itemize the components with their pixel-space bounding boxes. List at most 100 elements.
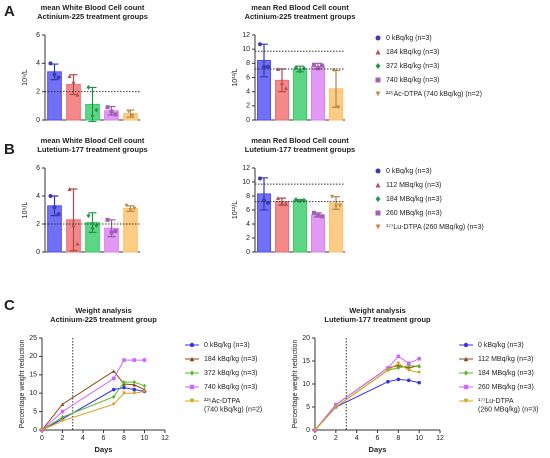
y-axis-label: Percentage weight reduction (292, 340, 299, 429)
data-point (113, 112, 118, 117)
data-point (142, 383, 147, 388)
data-point (312, 62, 316, 67)
x-tick-label: 10 (141, 435, 149, 442)
y-tick-label: 4 (246, 221, 250, 228)
panel-label: A (4, 3, 15, 20)
data-point (113, 229, 118, 233)
data-point (258, 176, 262, 181)
data-point (126, 109, 131, 114)
chart-title: Weight analysis Actinium-225 treatment gr… (50, 306, 157, 324)
y-axis-label: 10¹²/L (232, 68, 239, 86)
legend-marker (375, 210, 381, 216)
data-point (130, 113, 135, 118)
legend-marker (463, 370, 469, 376)
data-point (320, 63, 324, 68)
y-axis-label: 10⁹/L (22, 202, 29, 219)
data-point (298, 198, 302, 204)
series-line (41, 390, 145, 431)
data-point (330, 194, 334, 199)
y-tick-label: 8 (246, 193, 250, 200)
bar (293, 68, 307, 121)
x-axis-label: Days (369, 445, 387, 454)
chart-title: mean Red Blood Cell count Actinium-225 tr… (245, 3, 356, 21)
data-point (406, 361, 411, 366)
data-point (75, 92, 80, 97)
y-tick-label: 8 (246, 60, 250, 67)
legend-label: 0 kBq/kg (n=3) (386, 35, 432, 42)
y-axis-label: 10¹²/L (232, 201, 239, 219)
data-point (334, 204, 338, 209)
error-bar (69, 188, 78, 252)
y-tick-label: 10 (242, 46, 250, 53)
legend-label: 260 MBq/kg (n=3) (386, 210, 442, 217)
data-point (52, 205, 57, 210)
legend-label: 184 MBq/kg (n=3) (386, 196, 442, 203)
legend-marker (375, 49, 381, 55)
legend-marker (375, 91, 381, 97)
data-point (111, 376, 116, 381)
legend-label: 112 MBq/kg (n=3) (478, 356, 533, 363)
legend-marker (189, 384, 195, 390)
data-point (48, 194, 53, 198)
legend-marker (189, 398, 195, 404)
y-tick-label: 0 (246, 249, 250, 256)
legend-marker (375, 77, 381, 83)
legend-label: ¹⁷⁷Lu-DTPA (260 MBq/kg) (n=3) (386, 224, 484, 231)
legend-label: 740 kBq/kg (n=3) (204, 384, 258, 391)
data-point (396, 377, 401, 382)
x-tick-label: 8 (122, 435, 126, 442)
data-point (334, 405, 338, 409)
data-point (132, 382, 137, 387)
data-point (276, 196, 280, 201)
data-point (132, 391, 137, 395)
data-point (298, 68, 302, 74)
bar (311, 214, 325, 253)
x-tick-label: 2 (334, 435, 338, 442)
y-tick-label: 6 (36, 165, 40, 172)
series-line (314, 365, 420, 431)
x-tick-label: 0 (40, 435, 44, 442)
data-point (67, 74, 72, 79)
legend-label: 0 kBq/kg (n=3) (478, 342, 524, 349)
data-point (60, 409, 65, 414)
legend-label: 740 kBq/kg (n=3) (386, 77, 440, 84)
y-tick-label: 20 (29, 353, 37, 360)
data-point (396, 361, 401, 366)
legend-marker (375, 35, 381, 41)
series-line (41, 359, 145, 431)
y-tick-label: 0 (306, 427, 310, 434)
y-tick-label: 4 (246, 89, 250, 96)
data-point (406, 368, 411, 372)
y-tick-label: 5 (33, 408, 37, 415)
data-point (386, 379, 390, 384)
legend-label: 184 kBq/kg (n=3) (386, 49, 440, 56)
data-point (312, 210, 316, 215)
x-tick-label: 2 (61, 435, 65, 442)
data-point (338, 203, 342, 208)
legend-label: 0 kBq/kg (n=3) (386, 168, 432, 175)
data-point (284, 201, 288, 206)
y-tick-label: 5 (306, 404, 310, 411)
data-point (396, 363, 401, 368)
data-point (142, 358, 147, 362)
series-line (314, 355, 420, 431)
data-point (124, 203, 129, 208)
bar (275, 201, 289, 253)
data-point (417, 356, 421, 361)
y-tick-label: 2 (246, 235, 250, 242)
series-line (314, 365, 420, 431)
data-point (56, 212, 61, 217)
data-point (417, 364, 421, 369)
data-point (280, 201, 284, 205)
data-point (142, 389, 147, 394)
data-point (132, 358, 137, 362)
series-line (41, 387, 145, 431)
y-tick-label: 12 (242, 165, 250, 172)
legend-label: ¹⁷⁷Lu-DTPA (260 MBq/kg) (n=3) (478, 398, 539, 413)
data-point (60, 414, 65, 420)
legend-label: ²²⁵Ac-DTPA (740 kBq/kg) (n=2) (386, 91, 482, 98)
legend-marker (375, 63, 381, 69)
legend-marker (189, 356, 195, 362)
legend-label: 0 kBq/kg (n=3) (204, 342, 250, 349)
